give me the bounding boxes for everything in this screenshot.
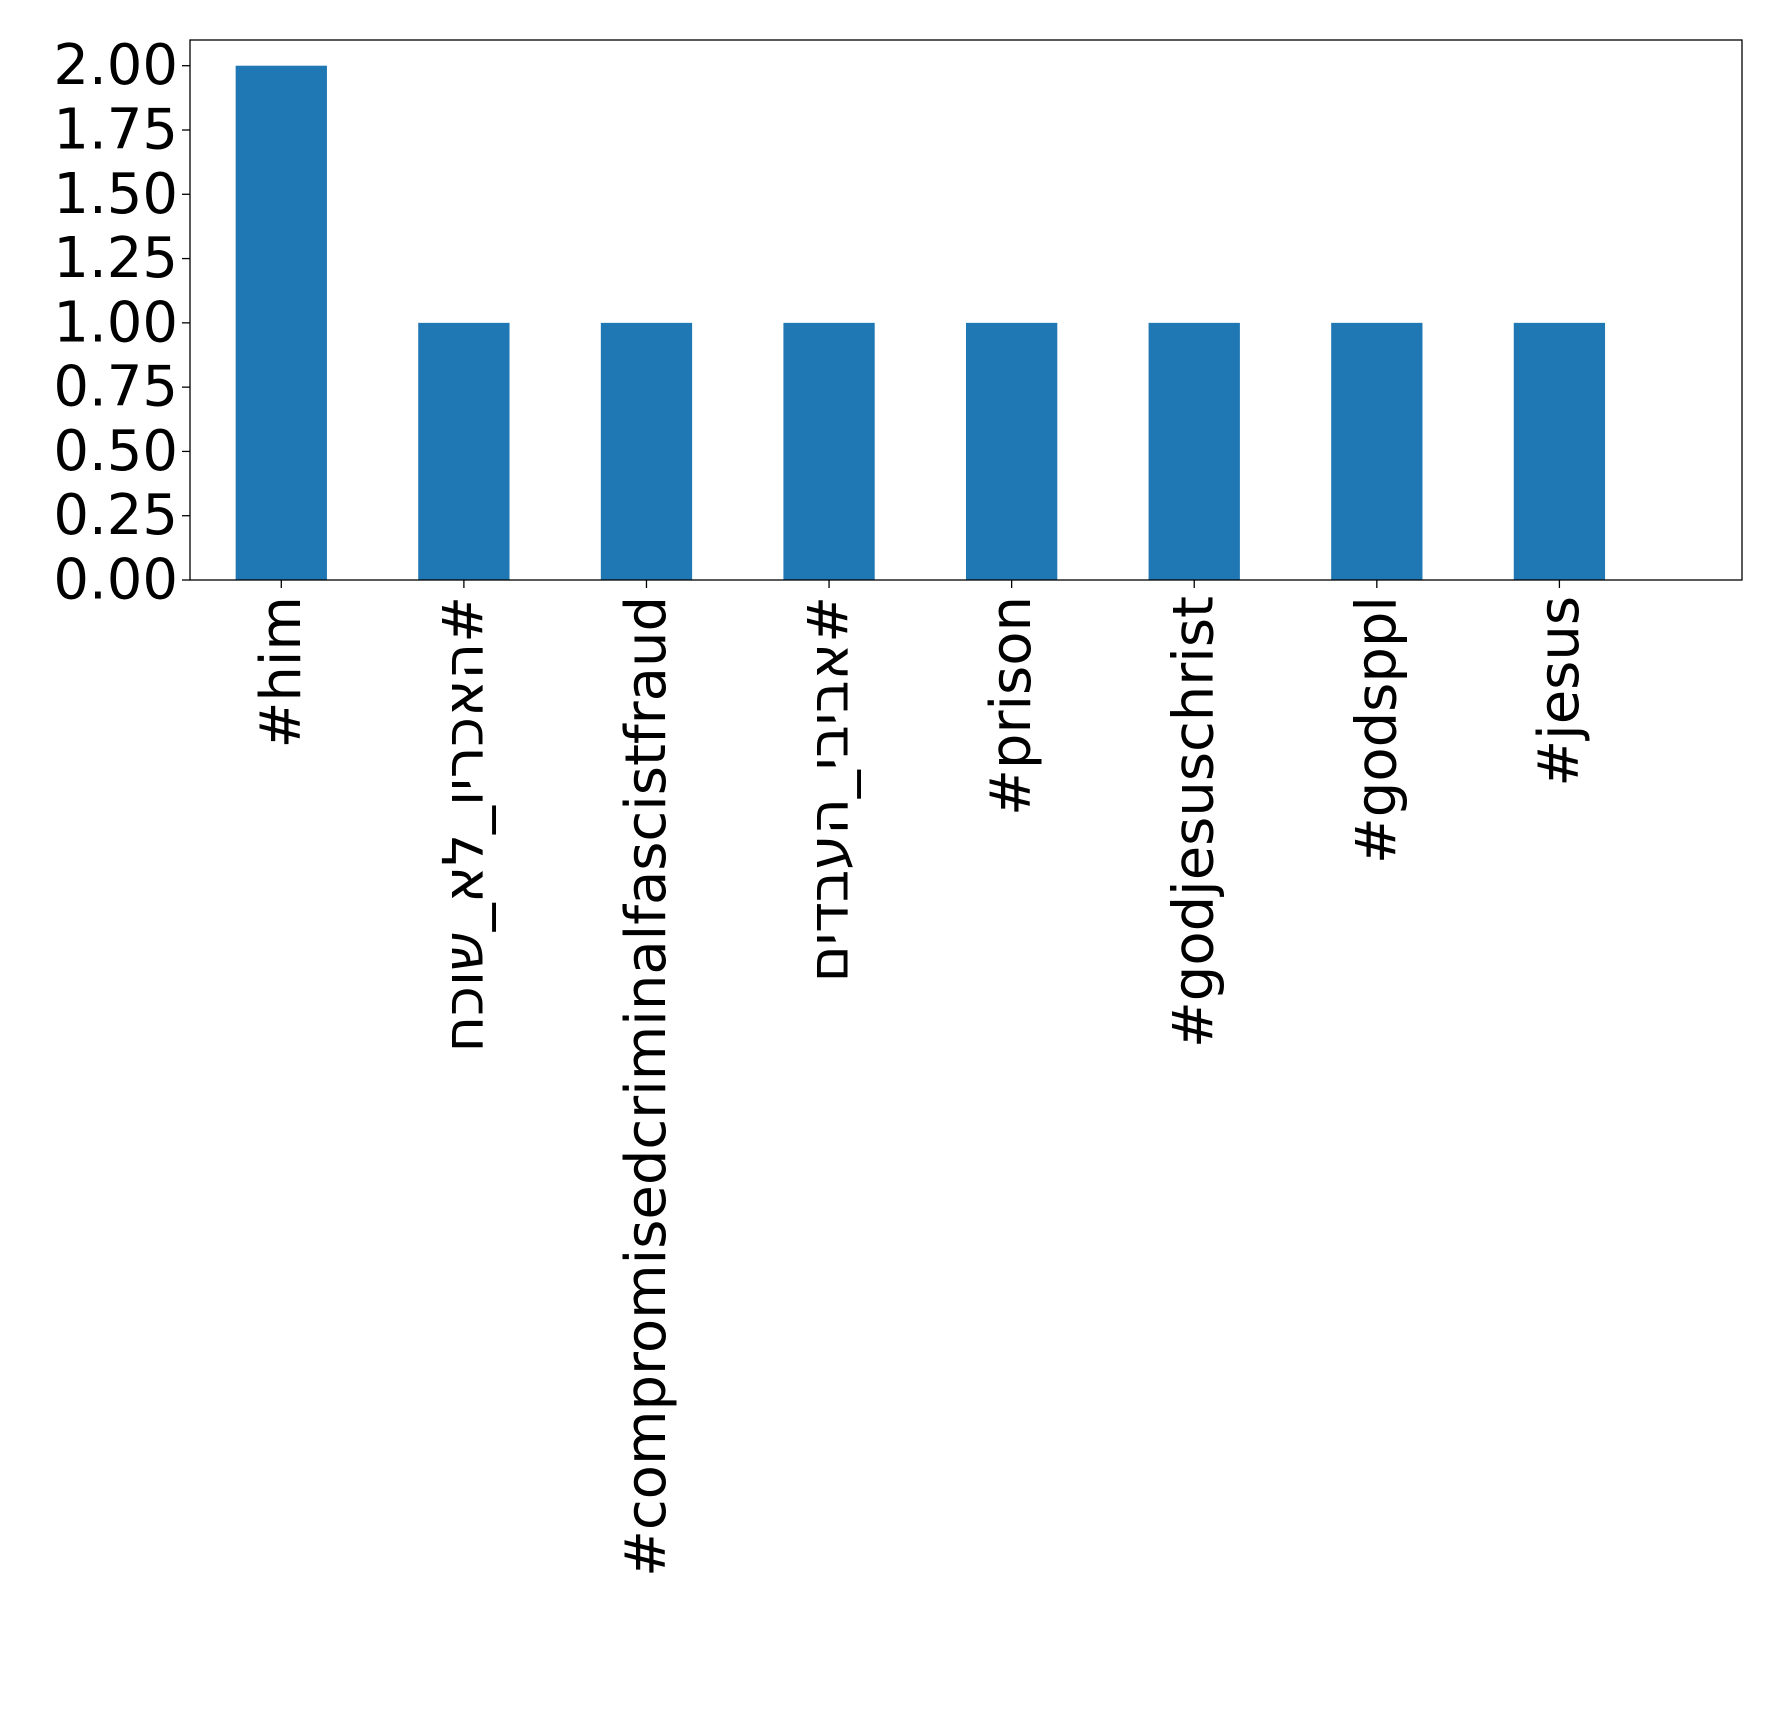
y-tick-label-8: 2.00: [53, 33, 178, 98]
y-tick-label-7: 1.75: [53, 98, 178, 163]
x-tick-label-3: #אביבי_העבדים: [797, 596, 862, 982]
x-tick-label-2: #compromisedcriminalfascistfraud: [614, 596, 679, 1577]
x-tick-label-0: #him: [249, 596, 314, 749]
bar-7: [1513, 322, 1606, 580]
y-tick-label-6: 1.50: [53, 162, 178, 227]
x-tick-label-1: #האכריו_לא_שוכח: [431, 596, 496, 1052]
x-axis: #him #האכריו_לא_שוכח #compromisedcriminalf…: [249, 580, 1592, 1577]
y-tick-label-1: 0.25: [53, 483, 178, 548]
bar-1: [418, 322, 510, 580]
y-tick-label-5: 1.25: [53, 226, 178, 291]
y-tick-label-4: 1.00: [53, 290, 178, 355]
x-tick-label-5: #godjesuschrist: [1162, 596, 1227, 1048]
y-tick-label-0: 0.00: [53, 548, 178, 613]
y-tick-label-2: 0.50: [53, 419, 178, 484]
x-tick-label-4: #prison: [979, 596, 1044, 816]
bar-5: [1148, 322, 1240, 580]
plot-area-frame: [189, 39, 1743, 581]
x-tick-label-7: #jesus: [1527, 596, 1592, 787]
bar-4: [966, 322, 1058, 580]
y-tick-label-3: 0.75: [53, 355, 178, 420]
bar-2: [600, 322, 693, 580]
bar-0: [235, 65, 327, 580]
bar-3: [783, 322, 875, 580]
bar-6: [1331, 322, 1423, 580]
y-axis: 0.000.250.500.751.001.251.501.752.00: [53, 33, 190, 613]
x-tick-label-6: #godsppl: [1344, 596, 1409, 864]
bars-layer: [235, 65, 1606, 580]
